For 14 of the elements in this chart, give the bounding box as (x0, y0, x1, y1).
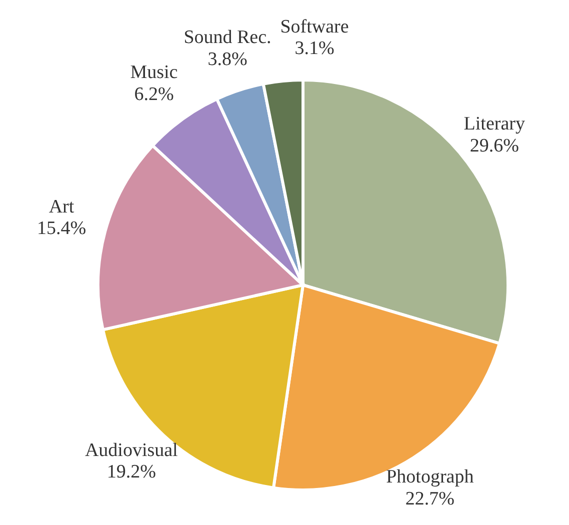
slice-label: Music (130, 62, 178, 83)
slice-label: Art (48, 196, 75, 218)
data-label: 15.4% (36, 218, 86, 240)
data-label: 3.1% (294, 38, 334, 60)
data-label: 29.6% (470, 136, 520, 157)
data-label: 6.2% (134, 84, 174, 105)
slice-label: Software (280, 16, 349, 38)
data-label: 3.8% (208, 49, 248, 70)
data-label: 19.2% (106, 462, 156, 483)
data-label: 22.7% (405, 488, 455, 510)
slice-label: Sound Rec. (184, 27, 272, 48)
slice-label: Literary (464, 114, 526, 135)
slice-label: Photograph (386, 466, 474, 488)
slice-label: Audiovisual (84, 440, 178, 461)
